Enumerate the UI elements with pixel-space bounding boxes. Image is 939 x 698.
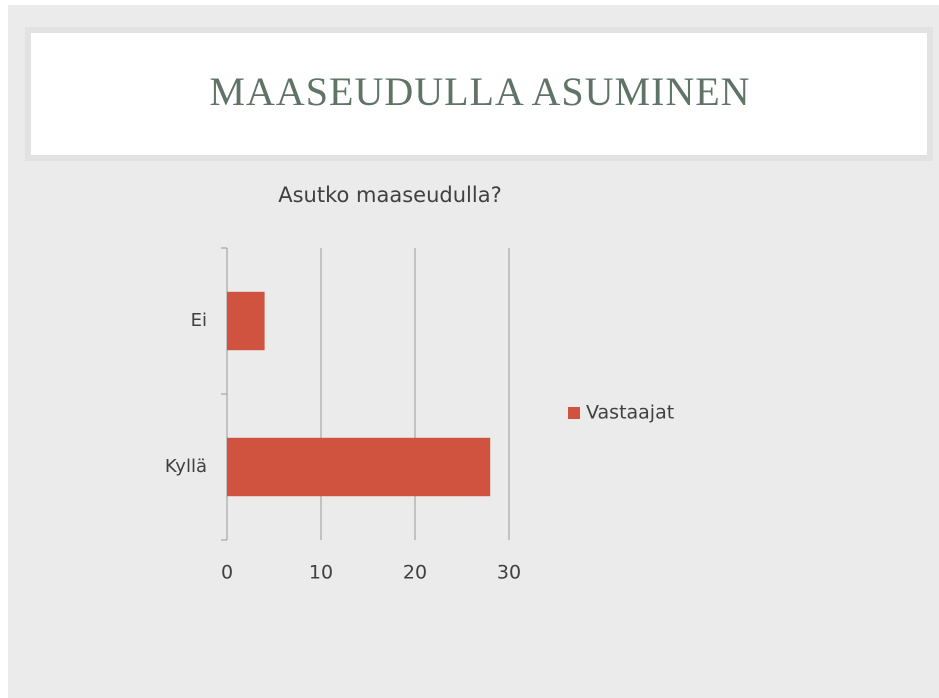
legend-label: Vastaajat: [586, 402, 674, 424]
bar: [227, 437, 491, 497]
y-tick-label: Kyllä: [165, 456, 207, 477]
x-tick-label: 20: [403, 562, 427, 584]
title-box: [25, 27, 933, 161]
chart-title: Asutko maaseudulla?: [278, 183, 501, 207]
x-tick-label: 10: [309, 562, 333, 584]
legend-swatch: [568, 407, 580, 419]
x-tick-label: 0: [221, 562, 233, 584]
slide-title: MAASEUDULLA ASUMINEN: [209, 69, 750, 114]
y-tick-label: Ei: [191, 310, 207, 331]
x-tick-label: 30: [497, 562, 521, 584]
bar: [227, 291, 265, 351]
